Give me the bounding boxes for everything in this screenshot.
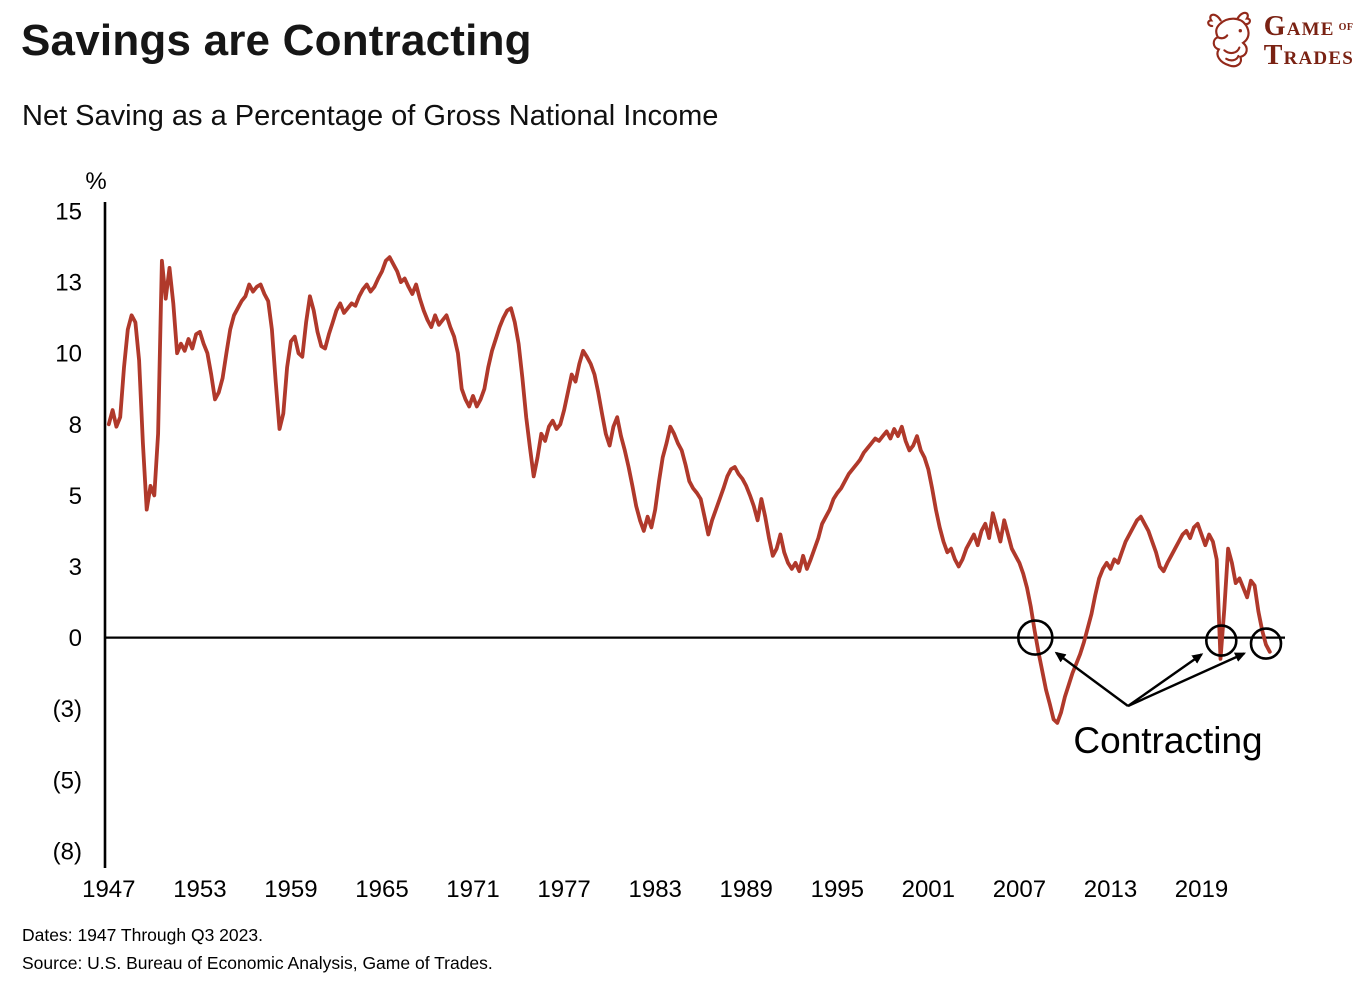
- chart-subtitle: Net Saving as a Percentage of Gross Nati…: [22, 100, 719, 132]
- y-tick-label: 15: [55, 199, 82, 226]
- x-tick-label: 1995: [811, 876, 864, 903]
- y-tick-label: 3: [69, 554, 82, 581]
- zero-crossing-circle: [1205, 624, 1238, 657]
- annotation-arrow: [1127, 653, 1204, 707]
- y-tick-label: 5: [69, 483, 82, 510]
- y-tick-label: 8: [69, 412, 82, 439]
- annotation-arrow: [1127, 652, 1247, 708]
- page-title: Savings are Contracting: [21, 16, 532, 65]
- logo-word-of: OF: [1338, 21, 1354, 33]
- x-tick-label: 1953: [173, 876, 226, 903]
- y-tick-label: (5): [53, 767, 82, 794]
- logo-word-game: GAME: [1263, 10, 1335, 42]
- y-tick-label: 0: [69, 625, 82, 652]
- brand-logo: GAME OF TRADES: [1201, 8, 1354, 74]
- footer-source: Source: U.S. Bureau of Economic Analysis…: [22, 953, 493, 973]
- y-tick-label: 13: [55, 270, 82, 297]
- x-tick-label: 1947: [82, 876, 135, 903]
- zero-crossing-circle: [1249, 627, 1283, 660]
- contracting-label: Contracting: [1073, 720, 1262, 761]
- annotation-arrow: [1054, 651, 1129, 707]
- x-tick-label: 1989: [720, 876, 773, 903]
- y-tick-label: (3): [53, 696, 82, 723]
- x-tick-label: 1983: [629, 876, 682, 903]
- x-tick-label: 1959: [264, 876, 317, 903]
- x-tick-label: 1965: [355, 876, 408, 903]
- footer-dates: Dates: 1947 Through Q3 2023.: [22, 925, 263, 945]
- y-axis-labels: 15 13 10 8 5 3 0 (3) (5) (8): [53, 199, 82, 866]
- x-tick-label: 1971: [446, 876, 499, 903]
- x-tick-label: 2013: [1084, 876, 1137, 903]
- y-tick-label: (8): [53, 838, 82, 865]
- y-tick-label: 10: [55, 341, 82, 368]
- x-tick-label: 1977: [537, 876, 590, 903]
- logo-word-trades: TRADES: [1263, 40, 1354, 71]
- x-axis-labels: 1947 1953 1959 1965 1971 1977 1983 1989 1995 2001…: [82, 876, 1228, 903]
- knight-icon: [1206, 11, 1251, 68]
- y-axis-unit-label: %: [85, 168, 106, 195]
- x-tick-label: 2007: [993, 876, 1046, 903]
- zero-crossing-circle: [1017, 619, 1054, 656]
- net-saving-line: [106, 255, 1272, 725]
- x-tick-label: 2019: [1175, 876, 1228, 903]
- logo-text: GAME OF TRADES: [1264, 12, 1354, 71]
- x-tick-label: 2001: [902, 876, 955, 903]
